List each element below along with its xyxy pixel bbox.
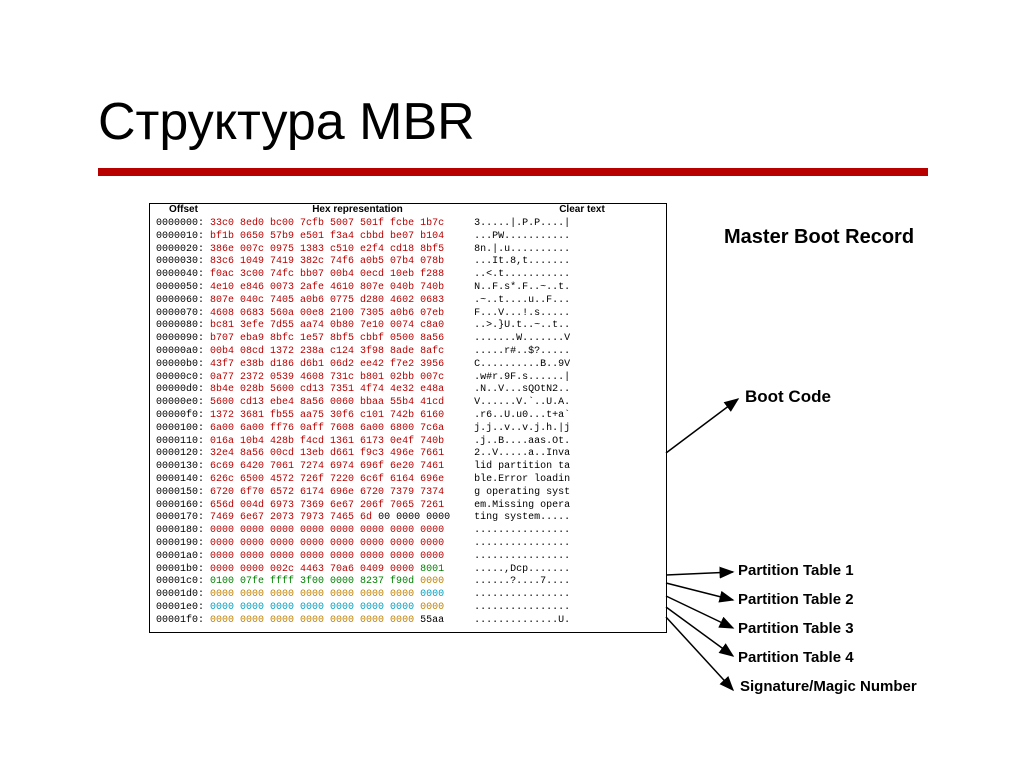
label-partition-table-2: Partition Table 2 xyxy=(738,591,854,608)
label-boot-code: Boot Code xyxy=(745,387,831,407)
hexdump-headers: Offset Hex representation Clear text xyxy=(150,203,666,216)
label-partition-table-3: Partition Table 3 xyxy=(738,620,854,637)
slide-title: Структура MBR xyxy=(98,92,475,152)
hexdump-body: 0000000: 33c0 8ed0 bc00 7cfb 5007 501f f… xyxy=(150,216,666,632)
label-partition-table-4: Partition Table 4 xyxy=(738,649,854,666)
label-partition-table-1: Partition Table 1 xyxy=(738,562,854,579)
header-offset: Offset xyxy=(152,204,215,215)
label-signature: Signature/Magic Number xyxy=(740,678,880,695)
title-underline xyxy=(98,168,928,176)
header-clear: Clear text xyxy=(500,204,664,215)
header-hex: Hex representation xyxy=(215,204,500,215)
label-master-boot-record: Master Boot Record xyxy=(724,226,904,249)
hexdump-panel: Offset Hex representation Clear text 000… xyxy=(149,203,667,633)
